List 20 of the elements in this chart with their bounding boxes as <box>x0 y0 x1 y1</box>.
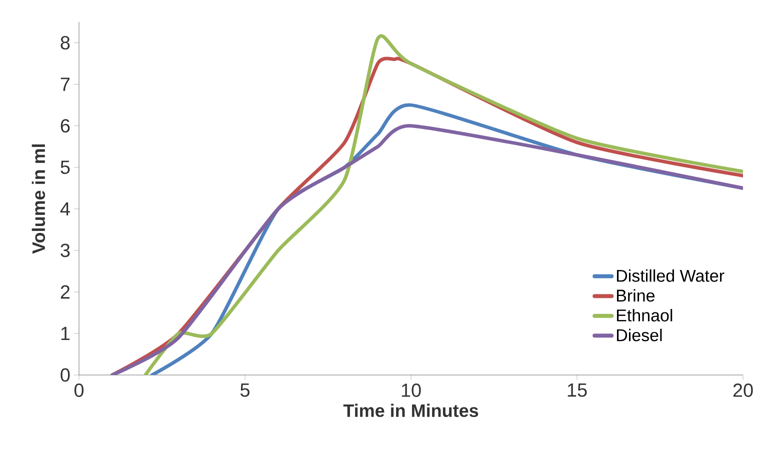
legend-label: Diesel <box>616 328 662 342</box>
y-tick-label: 3 <box>60 244 70 258</box>
y-tick-label: 1 <box>61 326 70 340</box>
y-tick-label: 6 <box>60 119 70 133</box>
y-tick-label: 4 <box>60 202 70 216</box>
x-tick-label: 15 <box>568 384 587 397</box>
x-tick-label: 5 <box>240 384 250 397</box>
x-tick-label: 0 <box>74 384 84 397</box>
legend-label: Brine <box>616 289 655 302</box>
legend-label: Ethnaol <box>616 308 672 322</box>
x-tick-label: 20 <box>733 384 753 397</box>
x-axis-title: Time in Minutes <box>343 404 478 418</box>
y-tick-label: 8 <box>60 36 70 50</box>
y-tick-label: 0 <box>60 368 70 382</box>
x-tick-label: 10 <box>402 384 421 397</box>
y-tick-label: 7 <box>60 78 70 91</box>
y-tick-label: 5 <box>60 160 70 174</box>
legend-label: Distilled Water <box>616 269 724 282</box>
y-tick-label: 2 <box>60 285 70 299</box>
y-axis-title: Volume in ml <box>32 144 46 254</box>
